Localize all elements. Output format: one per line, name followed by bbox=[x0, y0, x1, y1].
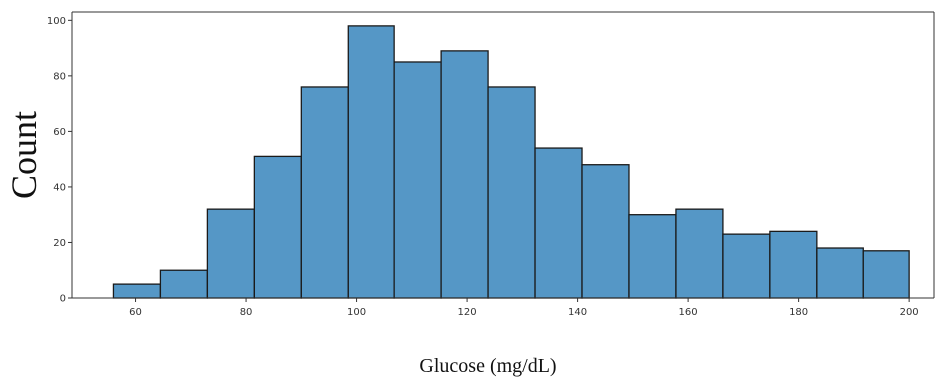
histogram-bar bbox=[393, 61, 442, 299]
x-tick-label: 100 bbox=[347, 307, 366, 318]
histogram-bar bbox=[581, 164, 630, 299]
x-tick-label: 180 bbox=[789, 307, 808, 318]
histogram-bar bbox=[253, 155, 302, 299]
y-tick-label: 20 bbox=[53, 238, 66, 249]
axes-group bbox=[71, 11, 935, 299]
x-tick-label: 120 bbox=[458, 307, 477, 318]
bars-group bbox=[112, 25, 910, 299]
histogram-bar bbox=[722, 233, 771, 299]
histogram-bar bbox=[769, 230, 818, 299]
y-tick-label: 60 bbox=[53, 127, 66, 138]
x-tick-label: 80 bbox=[240, 307, 253, 318]
y-tick-label: 100 bbox=[47, 16, 66, 27]
histogram-bar bbox=[347, 25, 395, 299]
histogram-bar bbox=[487, 86, 536, 299]
x-axis-title: Glucose (mg/dL) bbox=[419, 355, 556, 377]
histogram-bar bbox=[862, 250, 910, 299]
histogram-bar bbox=[112, 283, 162, 299]
x-tick-label: 60 bbox=[129, 307, 142, 318]
y-tick-label: 40 bbox=[53, 182, 66, 193]
histogram-bar bbox=[206, 208, 255, 299]
histogram-bar bbox=[300, 86, 349, 299]
y-tick-label: 0 bbox=[60, 294, 66, 305]
ticks-group: 0 20 40 60 80 100 60 80 100 120 140 160 180 200 bbox=[47, 16, 919, 318]
histogram-bar bbox=[440, 50, 489, 299]
x-tick-label: 200 bbox=[900, 307, 919, 318]
y-axis-title: Count bbox=[4, 111, 44, 199]
histogram-bar bbox=[816, 247, 864, 299]
x-tick-label: 140 bbox=[568, 307, 587, 318]
histogram-bar bbox=[675, 208, 724, 299]
histogram-bar bbox=[534, 147, 583, 299]
x-tick-label: 160 bbox=[679, 307, 698, 318]
histogram-bar bbox=[628, 214, 677, 299]
y-tick-label: 80 bbox=[53, 71, 66, 82]
histogram-bar bbox=[159, 269, 209, 299]
